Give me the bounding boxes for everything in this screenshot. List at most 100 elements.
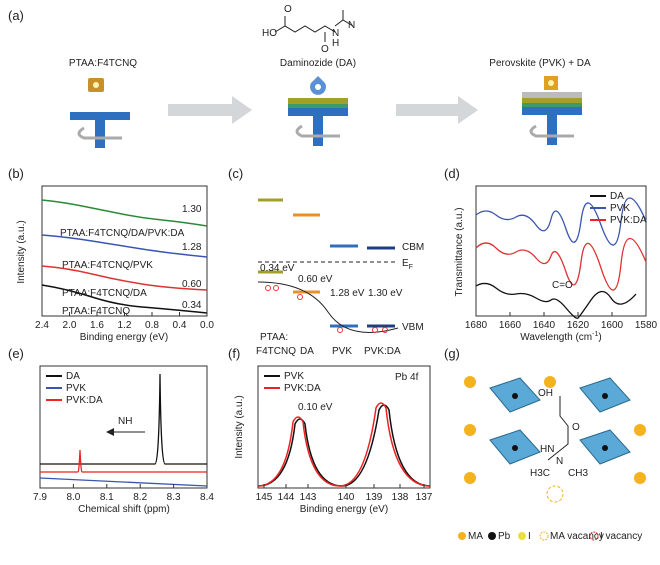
legend-label: MA vacancy bbox=[550, 531, 604, 542]
material: PVK:DA bbox=[364, 346, 401, 357]
curve bbox=[475, 197, 647, 246]
x-tick-label: 1620 bbox=[567, 320, 590, 331]
x-tick-label: 1640 bbox=[533, 320, 556, 331]
panel-label: (a) bbox=[8, 8, 24, 23]
vbm-label: VBM bbox=[402, 322, 424, 333]
legend-label: Pb bbox=[498, 531, 511, 542]
curve bbox=[41, 199, 208, 227]
step-label: PTAA:F4TCNQ bbox=[69, 58, 137, 69]
legend-label: PVK:DA bbox=[284, 383, 321, 394]
x-tick-label: 8.2 bbox=[133, 492, 147, 503]
holes bbox=[265, 285, 388, 333]
x-tick-label: 8.4 bbox=[200, 492, 214, 503]
curve bbox=[41, 284, 208, 314]
legend-label: PVK bbox=[284, 371, 304, 382]
curve-name: PTAA:F4TCNQ/PVK bbox=[62, 260, 153, 271]
curve bbox=[475, 238, 647, 291]
panel-label: (e) bbox=[8, 346, 24, 361]
gap-label: 0.60 eV bbox=[298, 274, 333, 285]
atom: O bbox=[321, 44, 329, 55]
curve-name: PTAA:F4TCNQ/DA/PVK:DA bbox=[60, 228, 185, 239]
x-tick-label: 139 bbox=[366, 492, 383, 503]
molecule-name: Daminozide (DA) bbox=[280, 58, 356, 69]
atom: N bbox=[556, 456, 563, 467]
legend-label: PVK:DA bbox=[66, 395, 103, 406]
curve bbox=[257, 404, 431, 487]
annotation: NH bbox=[118, 416, 132, 427]
curve bbox=[40, 449, 207, 473]
molecule bbox=[274, 10, 354, 42]
panel-label: (g) bbox=[444, 346, 460, 361]
atom: HN bbox=[540, 444, 554, 455]
legend-label: PVK bbox=[610, 203, 630, 214]
x-label: Binding energy (eV) bbox=[300, 504, 388, 515]
legend-swatch bbox=[539, 531, 549, 541]
atom: CH3 bbox=[568, 468, 588, 479]
curve-value: 0.60 bbox=[182, 279, 202, 290]
axes bbox=[257, 365, 431, 489]
x-tick-label: 1.6 bbox=[90, 320, 104, 331]
atom: H3C bbox=[530, 468, 550, 479]
panel-label: (f) bbox=[228, 346, 240, 361]
x-tick-label: 8.0 bbox=[66, 492, 80, 503]
x-tick-label: 1660 bbox=[499, 320, 522, 331]
annotation: Pb 4f bbox=[395, 372, 419, 383]
gap-label: 1.30 eV bbox=[368, 288, 403, 299]
energy-levels bbox=[258, 198, 395, 328]
x-label: Chemical shift (ppm) bbox=[78, 504, 170, 515]
x-tick-label: 1580 bbox=[635, 320, 658, 331]
legend-label: MA bbox=[468, 531, 483, 542]
arrow bbox=[168, 96, 252, 124]
substrate-3 bbox=[522, 76, 582, 145]
legend-label: I bbox=[528, 531, 531, 542]
legend-label: PVK bbox=[66, 383, 86, 394]
crystal bbox=[458, 370, 646, 520]
material: F4TCNQ bbox=[256, 346, 296, 357]
curve bbox=[41, 234, 208, 258]
x-tick-label: 138 bbox=[392, 492, 409, 503]
ef-label: EF bbox=[402, 258, 413, 271]
legend-label: I vacancy bbox=[600, 531, 642, 542]
legend-label: DA bbox=[66, 371, 80, 382]
panel-label: (d) bbox=[444, 166, 460, 181]
x-tick-label: 143 bbox=[300, 492, 317, 503]
atom: N bbox=[332, 28, 339, 39]
y-label: Intensity (a.u.) bbox=[16, 220, 27, 283]
atom: O bbox=[572, 422, 580, 433]
curve-value: 1.30 bbox=[182, 204, 202, 215]
panel-label: (c) bbox=[228, 166, 243, 181]
panel-label: (b) bbox=[8, 166, 24, 181]
substrate-1 bbox=[70, 78, 130, 148]
gap-label: 1.28 eV bbox=[330, 288, 365, 299]
arrow bbox=[396, 96, 478, 124]
x-label: Wavelength (cm-1) bbox=[520, 331, 601, 343]
legend-label: DA bbox=[610, 191, 624, 202]
legend-swatch bbox=[589, 531, 599, 541]
legend-swatch bbox=[488, 532, 496, 540]
x-tick-label: 137 bbox=[416, 492, 433, 503]
x-tick-label: 144 bbox=[278, 492, 295, 503]
x-tick-label: 1600 bbox=[601, 320, 624, 331]
material: PVK bbox=[332, 346, 352, 357]
x-tick-label: 140 bbox=[338, 492, 355, 503]
atom: HO bbox=[262, 28, 277, 39]
curve-name: PTAA:F4TCNQ bbox=[62, 306, 130, 317]
curve bbox=[257, 402, 431, 487]
curve-value: 0.34 bbox=[182, 300, 202, 311]
y-label: Intensity (a.u.) bbox=[234, 395, 245, 458]
legend-label: PVK:DA bbox=[610, 215, 647, 226]
atom: OH bbox=[538, 388, 553, 399]
curve bbox=[40, 373, 207, 465]
gap-label: 0.34 eV bbox=[260, 263, 295, 274]
curve-name: PTAA:F4TCNQ/DA bbox=[62, 288, 147, 299]
curve-value: 1.28 bbox=[182, 242, 202, 253]
axes bbox=[475, 185, 647, 317]
band-bending bbox=[257, 281, 399, 333]
x-tick-label: 0.0 bbox=[200, 320, 214, 331]
step-label: Perovskite (PVK) + DA bbox=[489, 58, 591, 69]
x-tick-label: 0.4 bbox=[173, 320, 187, 331]
x-tick-label: 0.8 bbox=[145, 320, 159, 331]
material: DA bbox=[300, 346, 314, 357]
x-tick-label: 8.1 bbox=[100, 492, 114, 503]
